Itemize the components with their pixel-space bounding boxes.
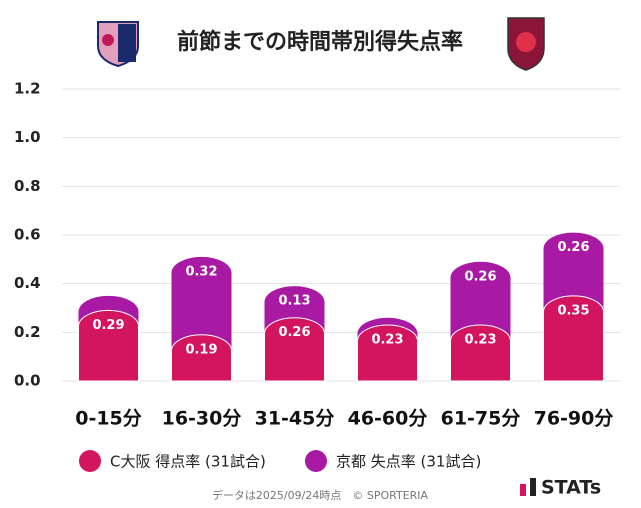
legend-label: C大阪 得点率 (31試合): [110, 453, 266, 471]
footer: データは2025/09/24時点 © SPORTERIA: [212, 488, 429, 502]
chart-title: 前節までの時間帯別得失点率: [177, 29, 463, 55]
value-label: 0.13: [278, 294, 310, 309]
value-label: 0.32: [185, 264, 217, 279]
y-tick-label: 1.2: [14, 80, 41, 98]
y-tick-label: 0.2: [14, 323, 41, 341]
y-tick-label: 1.0: [14, 128, 41, 146]
value-label: 0.35: [557, 303, 589, 318]
bar-segment: [543, 232, 604, 312]
brand-mark: [520, 484, 526, 496]
legend-label: 京都 失点率 (31試合): [336, 453, 481, 471]
bar-segment: [171, 334, 232, 382]
home-logo: [97, 21, 139, 68]
bar-segment: [264, 317, 325, 382]
legend-marker: [305, 450, 327, 472]
y-tick-label: 0.4: [14, 274, 41, 292]
y-tick-label: 0.6: [14, 226, 41, 244]
value-label: 0.26: [464, 269, 496, 284]
value-label: 0.26: [557, 240, 589, 255]
y-tick-label: 0.8: [14, 177, 41, 195]
legend-marker: [79, 450, 101, 472]
bar-segment: [450, 261, 511, 342]
value-label: 0.19: [185, 342, 217, 357]
bar-segment: [450, 324, 511, 382]
x-tick-label: 16-30分: [162, 408, 242, 430]
x-tick-label: 61-75分: [441, 408, 521, 430]
value-label: 0.23: [464, 333, 496, 348]
x-tick-label: 76-90分: [534, 408, 614, 430]
bar-segment: [78, 309, 139, 382]
bar-segment: [543, 295, 604, 382]
x-tick-label: 46-60分: [348, 408, 428, 430]
brand: STATs: [541, 477, 601, 499]
brand-mark: [530, 478, 536, 496]
value-label: 0.23: [371, 333, 403, 348]
bar-segment: [171, 256, 232, 351]
y-tick-label: 0.0: [14, 372, 41, 390]
away-logo: [507, 17, 545, 71]
x-tick-label: 0-15分: [75, 408, 142, 430]
value-label: 0.29: [92, 318, 124, 333]
x-tick-label: 31-45分: [255, 408, 335, 430]
value-label: 0.26: [278, 325, 310, 340]
bar-segment: [357, 324, 418, 382]
